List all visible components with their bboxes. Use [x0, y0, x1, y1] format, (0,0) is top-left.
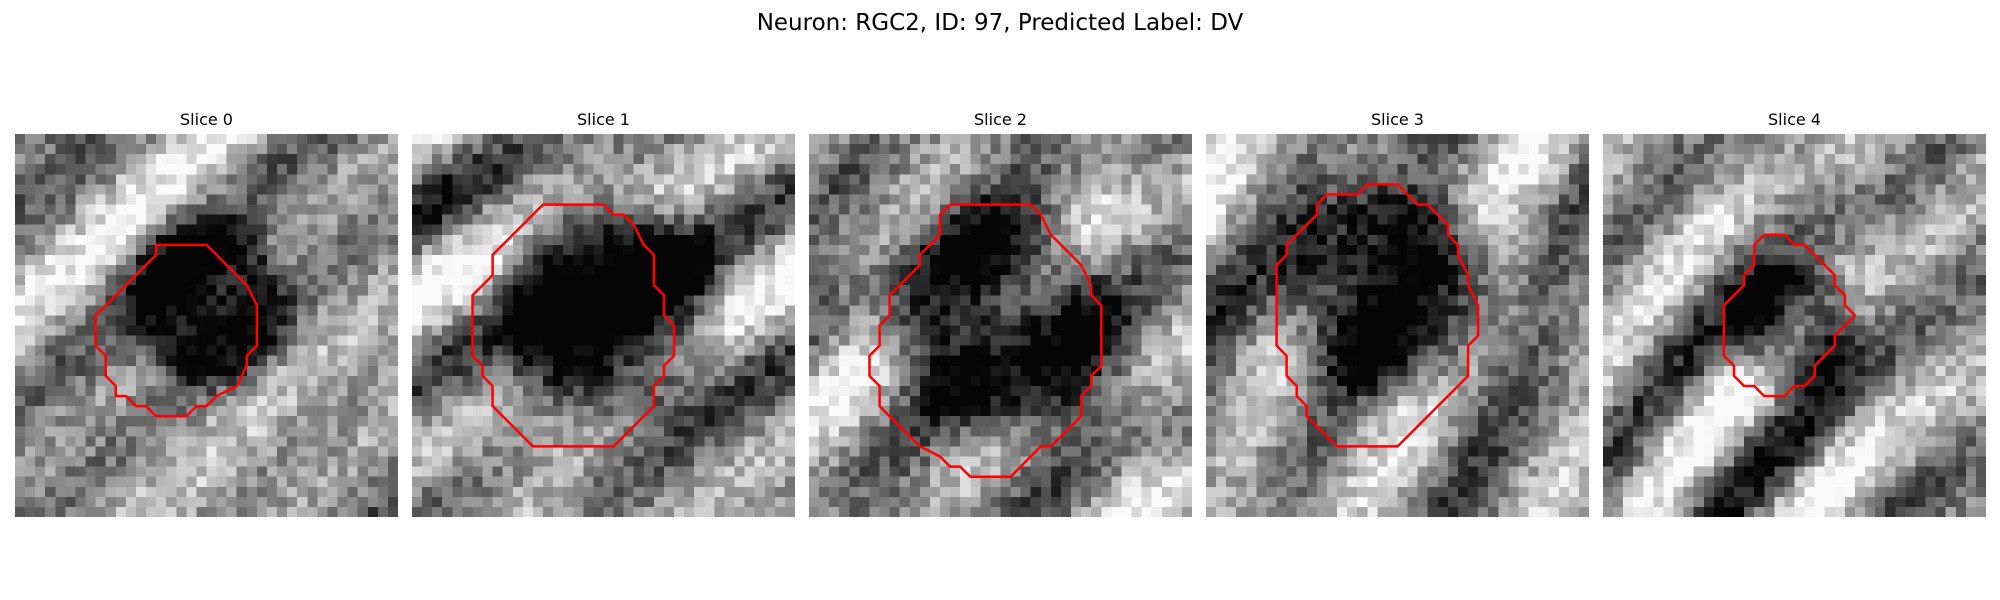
- slice-panel-1: Slice 1: [412, 108, 795, 517]
- soma-contour: [471, 203, 676, 448]
- slice-panel-0: Slice 0: [15, 108, 398, 517]
- slice-title: Slice 1: [577, 110, 630, 129]
- soma-contour: [1275, 183, 1480, 448]
- pixel-mosaic: [15, 134, 398, 517]
- pixel-mosaic: [412, 134, 795, 517]
- slice-image: [1603, 134, 1986, 517]
- slice-title: Slice 4: [1768, 110, 1821, 129]
- slice-panel-3: Slice 3: [1206, 108, 1589, 517]
- slice-image: [809, 134, 1192, 517]
- pixel-mosaic: [1603, 134, 1986, 517]
- slice-panel-4: Slice 4: [1603, 108, 1986, 517]
- slice-svg: [412, 134, 795, 517]
- slice-panel-2: Slice 2: [809, 108, 1192, 517]
- slice-image: [412, 134, 795, 517]
- slice-svg: [15, 134, 398, 517]
- slice-svg: [1206, 134, 1589, 517]
- soma-contour: [94, 243, 259, 418]
- figure-title: Neuron: RGC2, ID: 97, Predicted Label: D…: [756, 10, 1244, 36]
- slice-title: Slice 3: [1371, 110, 1424, 129]
- slice-title: Slice 2: [974, 110, 1027, 129]
- slice-image: [1206, 134, 1589, 517]
- soma-contour: [1722, 233, 1857, 398]
- slice-svg: [809, 134, 1192, 517]
- slice-title: Slice 0: [180, 110, 233, 129]
- slice-image: [15, 134, 398, 517]
- soma-contour: [868, 203, 1103, 478]
- pixel-mosaic: [809, 134, 1192, 517]
- pixel-mosaic: [1206, 134, 1589, 517]
- slice-svg: [1603, 134, 1986, 517]
